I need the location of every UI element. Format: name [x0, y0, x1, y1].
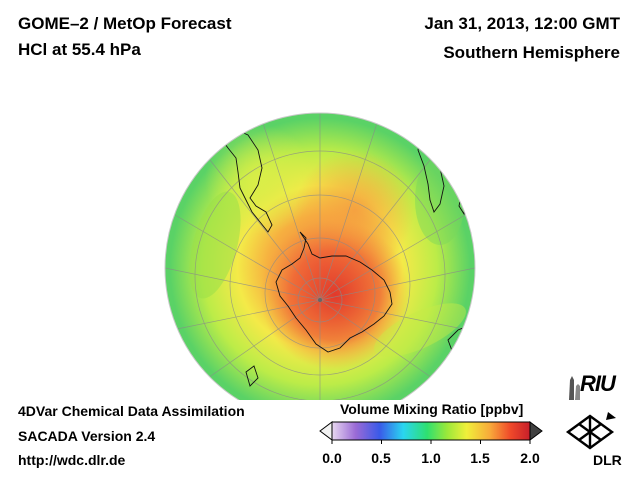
colorbar-tick: 2.0 [520, 450, 540, 466]
pole-marker [318, 298, 322, 302]
footer-url[interactable]: http://wdc.dlr.de [18, 452, 126, 468]
forecast-date: Jan 31, 2013, 12:00 GMT [424, 14, 620, 33]
colorbar-min-arrow [319, 421, 333, 441]
colorbar-max-arrow [529, 421, 543, 441]
colorbar-tick: 1.0 [421, 450, 441, 466]
hcl-polar-map [164, 112, 476, 400]
region-label: Southern Hemisphere [443, 43, 620, 62]
dlr-logo-text: DLR [593, 452, 622, 468]
colorbar-tick: 0.0 [322, 450, 342, 466]
riu-logo-icon [569, 376, 580, 400]
title-line-1: GOME–2 / MetOp Forecast [18, 14, 232, 33]
colorbar-tick: 1.5 [470, 450, 490, 466]
title-line-2: HCl at 55.4 hPa [18, 40, 141, 59]
colorbar-tick: 0.5 [371, 450, 391, 466]
colorbar-gradient [331, 421, 531, 441]
graticule [165, 113, 475, 400]
dlr-logo-icon [565, 412, 616, 450]
map-disc [165, 113, 475, 400]
footer-system: 4DVar Chemical Data Assimilation [18, 403, 245, 419]
footer-version: SACADA Version 2.4 [18, 428, 156, 444]
colorbar-title: Volume Mixing Ratio [ppbv] [340, 401, 524, 417]
riu-logo-text: RIU [580, 371, 616, 396]
colorbar [319, 421, 543, 444]
